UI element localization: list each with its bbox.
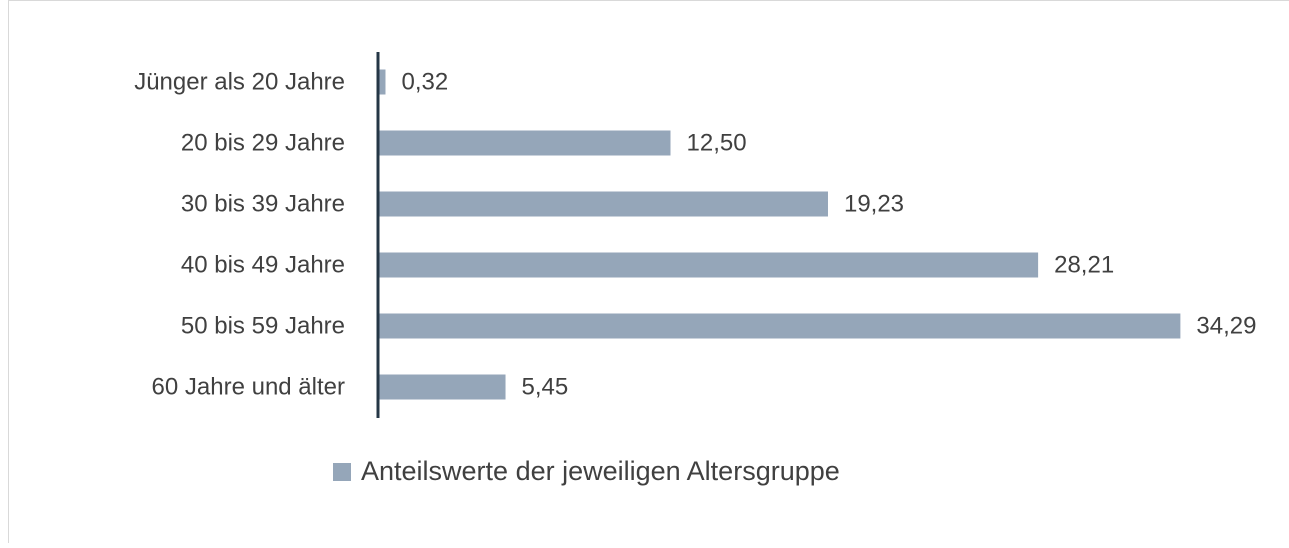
bar xyxy=(378,314,1180,339)
y-tick-label: 30 bis 39 Jahre xyxy=(181,190,345,217)
bar xyxy=(378,131,671,156)
bar xyxy=(378,253,1038,278)
bar xyxy=(378,375,506,400)
y-tick-label: 40 bis 49 Jahre xyxy=(181,251,345,278)
y-tick-label: 50 bis 59 Jahre xyxy=(181,312,345,339)
y-tick-label: 20 bis 29 Jahre xyxy=(181,129,345,156)
data-label: 12,50 xyxy=(687,129,747,156)
bar xyxy=(378,192,828,217)
y-tick-label: Jünger als 20 Jahre xyxy=(134,68,345,95)
data-label: 19,23 xyxy=(844,190,904,217)
data-label: 34,29 xyxy=(1196,312,1256,339)
data-label: 28,21 xyxy=(1054,251,1114,278)
data-label: 5,45 xyxy=(522,373,569,400)
legend-swatch xyxy=(333,463,351,481)
legend-label: Anteilswerte der jeweiligen Altersgruppe xyxy=(361,456,840,486)
y-tick-label: 60 Jahre und älter xyxy=(152,373,345,400)
data-label: 0,32 xyxy=(401,68,448,95)
